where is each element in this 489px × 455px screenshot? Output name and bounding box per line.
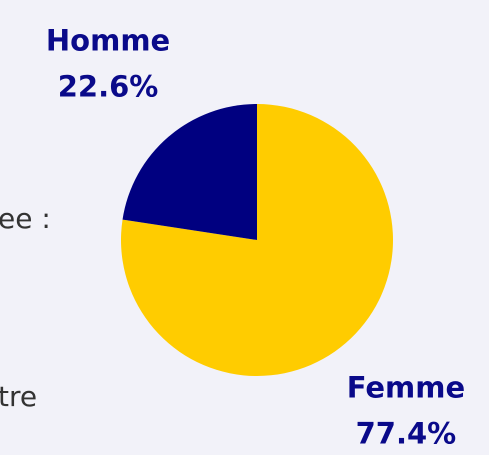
slice-value-label: 77.4%	[356, 416, 457, 450]
text-fragment: ee :	[0, 202, 51, 235]
pie-slice	[122, 104, 257, 240]
slice-label: Femme	[347, 370, 465, 404]
text-fragment: tre	[0, 380, 37, 413]
slice-label: Homme	[46, 24, 170, 58]
slice-value-label: 22.6%	[58, 70, 159, 104]
